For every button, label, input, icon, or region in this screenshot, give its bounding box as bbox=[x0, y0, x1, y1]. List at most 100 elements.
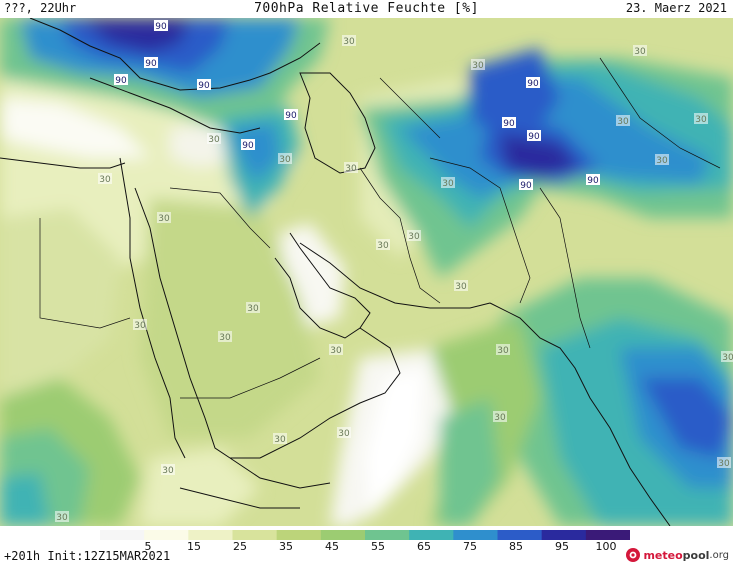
contour-labels: 90 90 90 90 90 90 90 90 90 90 90 30 30 30 30 30 30 30 30 30… bbox=[55, 20, 733, 523]
contour-label-bg bbox=[586, 174, 600, 185]
contour-label: 90 bbox=[520, 181, 532, 191]
legend-tick-label: 25 bbox=[233, 540, 247, 553]
legend-swatch bbox=[144, 530, 189, 540]
valid-time-label: ???, 22Uhr bbox=[4, 1, 77, 15]
legend-tick-label: 15 bbox=[187, 540, 201, 553]
contour-label: 30 bbox=[56, 513, 68, 523]
contour-label: 30 bbox=[494, 413, 506, 423]
contour-label-bg bbox=[278, 153, 292, 164]
contour-label: 30 bbox=[634, 47, 646, 57]
contour-label-bg bbox=[337, 427, 351, 438]
contour-label-bg bbox=[471, 59, 485, 70]
contour-label: 90 bbox=[528, 132, 540, 142]
contour-label: 30 bbox=[134, 321, 146, 331]
contour-label: 30 bbox=[442, 179, 454, 189]
contour-label-bg bbox=[144, 57, 158, 68]
contour-label: 30 bbox=[617, 117, 629, 127]
legend-tick-label: 85 bbox=[509, 540, 523, 553]
contour-label: 30 bbox=[695, 115, 707, 125]
contour-label: 30 bbox=[343, 37, 355, 47]
legend-tick-label: 45 bbox=[325, 540, 339, 553]
legend-swatch bbox=[100, 530, 145, 540]
contour-label-bg bbox=[154, 20, 168, 31]
contour-label-bg bbox=[284, 109, 298, 120]
contour-label: 30 bbox=[158, 214, 170, 224]
contour-label: 90 bbox=[145, 59, 157, 69]
legend-tick-label: 35 bbox=[279, 540, 293, 553]
contour-label: 30 bbox=[208, 135, 220, 145]
legend-tick-label: 95 bbox=[555, 540, 569, 553]
legend-swatch bbox=[585, 530, 630, 540]
contour-label-bg bbox=[98, 173, 112, 184]
contour-label-bg bbox=[133, 319, 147, 330]
legend-swatch bbox=[541, 530, 587, 540]
legend-swatch bbox=[320, 530, 366, 540]
contour-label: 30 bbox=[722, 353, 733, 363]
legend-swatch bbox=[497, 530, 543, 540]
contour-label: 30 bbox=[162, 466, 174, 476]
contour-label-bg bbox=[493, 411, 507, 422]
contour-label: 30 bbox=[718, 459, 730, 469]
contour-label-bg bbox=[441, 177, 455, 188]
contour-label: 30 bbox=[455, 282, 467, 292]
brand-prefix: meteo bbox=[643, 548, 683, 562]
contour-label: 30 bbox=[338, 429, 350, 439]
contour-label-bg bbox=[273, 433, 287, 444]
contour-label: 30 bbox=[497, 346, 509, 356]
map-footer: 5 15 25 35 45 55 65 75 85 95 100 +201h Init:12Z15M… bbox=[0, 526, 733, 566]
contour-label: 30 bbox=[377, 241, 389, 251]
contour-label: 90 bbox=[198, 81, 210, 91]
map-header: ???, 22Uhr 700hPa Relative Feuchte [%] 2… bbox=[0, 0, 733, 18]
contour-label: 30 bbox=[408, 232, 420, 242]
brand-suffix: pool bbox=[682, 548, 710, 562]
contour-label-bg bbox=[526, 77, 540, 88]
legend-swatch bbox=[453, 530, 498, 540]
legend-tick-label: 55 bbox=[371, 540, 385, 553]
legend-swatch bbox=[365, 530, 410, 540]
contour-label-bg bbox=[527, 130, 541, 141]
contour-label-bg bbox=[694, 113, 708, 124]
contour-label-bg bbox=[655, 154, 669, 165]
legend-tick-label: 5 bbox=[144, 540, 152, 553]
contour-label: 30 bbox=[472, 61, 484, 71]
legend-swatch bbox=[232, 530, 278, 540]
contour-label-bg bbox=[376, 239, 390, 250]
contour-label: 90 bbox=[587, 176, 599, 186]
contour-label: 90 bbox=[242, 141, 254, 151]
map-title: 700hPa Relative Feuchte [%] bbox=[254, 1, 479, 16]
legend-swatch bbox=[276, 530, 322, 540]
contour-label: 30 bbox=[330, 346, 342, 356]
contour-label: 30 bbox=[99, 175, 111, 185]
meteopool-logo[interactable]: meteo pool .org bbox=[625, 546, 729, 564]
contour-label: 30 bbox=[247, 304, 259, 314]
contour-label: 30 bbox=[656, 156, 668, 166]
contour-label-bg bbox=[454, 280, 468, 291]
contour-label: 90 bbox=[115, 76, 127, 86]
model-run-label: +201h Init:12Z15MAR2021 bbox=[4, 549, 171, 563]
legend-swatch bbox=[188, 530, 233, 540]
contour-label-bg bbox=[344, 162, 358, 173]
contour-label-bg bbox=[721, 351, 733, 362]
contour-label: 30 bbox=[219, 333, 231, 343]
contour-label-bg bbox=[502, 117, 516, 128]
contour-label-bg bbox=[241, 139, 255, 150]
color-legend-bar bbox=[100, 530, 630, 540]
contour-label-bg bbox=[633, 45, 647, 56]
contour-label-bg bbox=[717, 457, 731, 468]
contour-label-bg bbox=[519, 179, 533, 190]
valid-date-label: 23. Maerz 2021 bbox=[625, 1, 727, 15]
brand-tld: .org bbox=[709, 549, 729, 561]
contour-label-bg bbox=[161, 464, 175, 475]
legend-tick-label: 100 bbox=[595, 540, 617, 553]
contour-label-bg bbox=[207, 133, 221, 144]
contour-label-bg bbox=[496, 344, 510, 355]
contour-label: 30 bbox=[345, 164, 357, 174]
contour-label: 90 bbox=[285, 111, 297, 121]
contour-label-bg bbox=[218, 331, 232, 342]
contour-label-bg bbox=[329, 344, 343, 355]
legend-tick-label: 65 bbox=[417, 540, 431, 553]
coastlines bbox=[0, 18, 721, 526]
contour-label: 90 bbox=[155, 22, 167, 32]
contour-label: 90 bbox=[503, 119, 515, 129]
contour-label-bg bbox=[157, 212, 171, 223]
